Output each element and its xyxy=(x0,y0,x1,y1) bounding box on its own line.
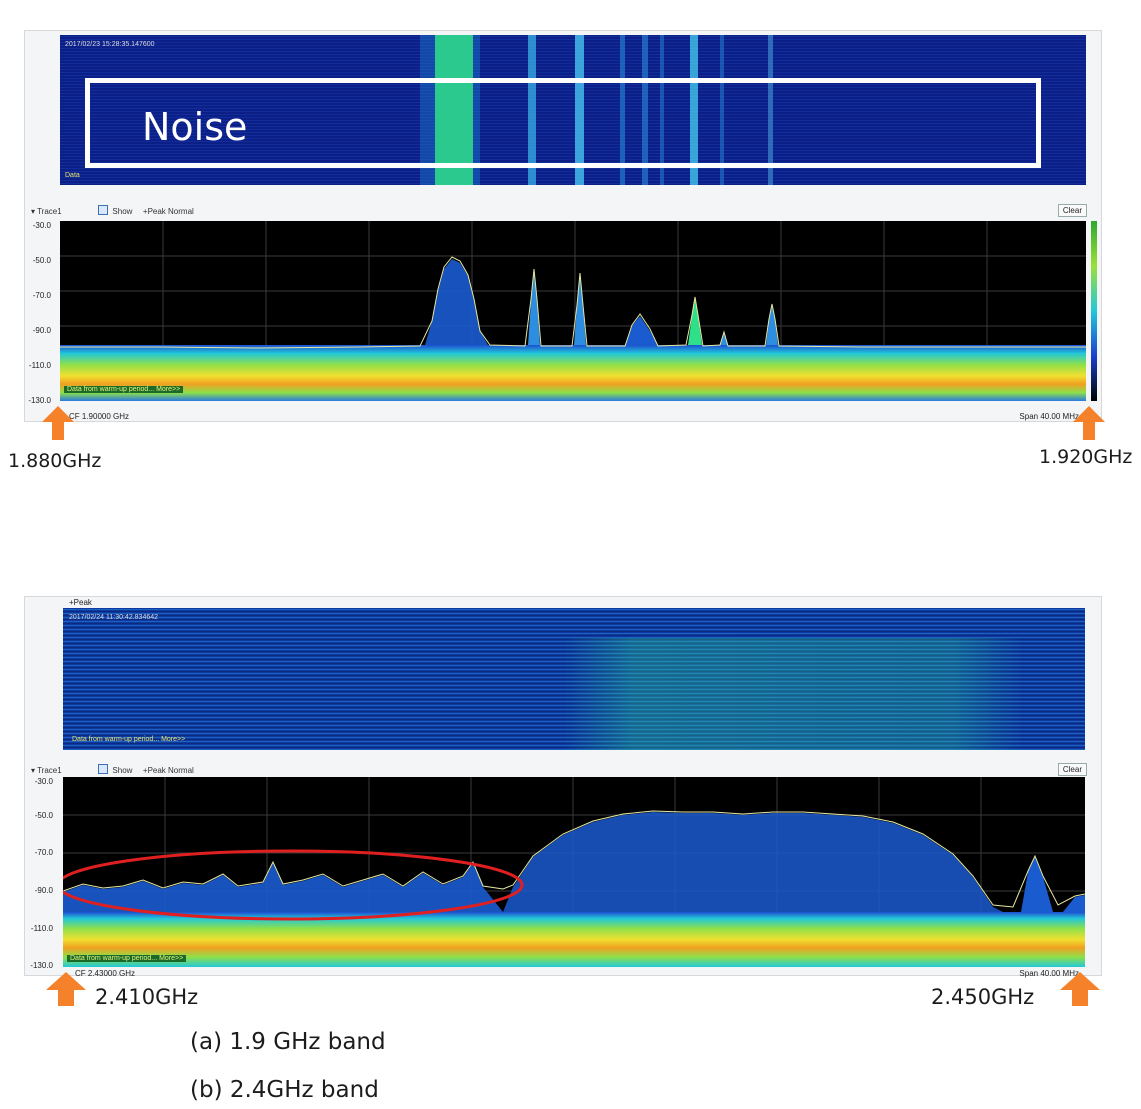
bottom-ytick: -110.0 xyxy=(30,924,53,933)
top-freq-right: 1.920GHz xyxy=(1039,446,1133,468)
top-ytick: -90.0 xyxy=(32,326,51,335)
top-ytick: -50.0 xyxy=(32,256,51,265)
bottom-ytick: -30.0 xyxy=(34,777,53,786)
bottom-analyzer-panel: +Peak 2017/02/24 11:30:42.834642 Data xyxy=(24,596,1102,978)
top-left-arrow-icon xyxy=(42,406,74,440)
bottom-freq-right: 2.450GHz xyxy=(931,985,1035,1009)
top-span-label: Span 40.00 MHz xyxy=(1019,412,1079,421)
top-waterfall-timestamp: 2017/02/23 15:28:35.147600 xyxy=(65,41,155,48)
bottom-peak-label: +Peak xyxy=(69,598,92,607)
noise-highlight-box xyxy=(85,78,1041,168)
top-show-label: Show xyxy=(112,207,133,216)
bottom-left-arrow-icon xyxy=(46,972,86,1006)
bottom-mode-label: +Peak Normal xyxy=(142,766,194,775)
top-right-arrow-icon xyxy=(1073,406,1105,440)
top-show-checkbox[interactable] xyxy=(98,205,109,215)
bottom-ytick: -50.0 xyxy=(34,811,53,820)
bottom-trace-label: Trace1 xyxy=(37,766,62,775)
bottom-waterfall-warmup-note[interactable]: Data from warm-up period... More>> xyxy=(72,736,186,743)
top-ytick: -70.0 xyxy=(32,291,51,300)
bottom-spectrum-graphic xyxy=(56,777,1086,967)
bottom-waterfall-graphic xyxy=(63,608,1085,750)
top-waterfall-data-corner: Data xyxy=(65,172,80,179)
bottom-freq-left: 2.410GHz xyxy=(95,985,199,1009)
top-trace-label: Trace1 xyxy=(37,207,62,216)
top-waterfall: 2017/02/23 15:28:35.147600 Data Noise xyxy=(60,35,1086,185)
bottom-show-checkbox[interactable] xyxy=(98,764,109,774)
top-freq-left: 1.880GHz xyxy=(8,450,102,472)
top-clear-button[interactable]: Clear xyxy=(1057,204,1087,217)
bottom-warmup-note[interactable]: Data from warm-up period... More>> xyxy=(67,955,187,962)
top-warmup-note[interactable]: Data from warm-up period... More>> xyxy=(64,386,184,393)
top-color-scale xyxy=(1091,221,1097,401)
top-trace-bar: ▾ Trace1 Show +Peak Normal xyxy=(31,205,194,216)
bottom-ytick: -70.0 xyxy=(34,848,53,857)
bottom-trace-collapse-icon[interactable]: ▾ xyxy=(31,766,36,775)
bottom-waterfall-timestamp: 2017/02/24 11:30:42.834642 xyxy=(69,614,159,621)
top-trace-collapse-icon[interactable]: ▾ xyxy=(31,207,36,216)
bottom-cf-label: CF 2.43000 GHz xyxy=(75,969,136,978)
bottom-ytick: -90.0 xyxy=(34,886,53,895)
top-mode-label: +Peak Normal xyxy=(142,207,194,216)
top-ytick: -130.0 xyxy=(28,396,51,405)
top-spectrum-graphic xyxy=(60,221,1086,401)
caption-b: (b) 2.4GHz band xyxy=(190,1077,379,1103)
noise-label: Noise xyxy=(142,105,248,149)
bottom-clear-button[interactable]: Clear xyxy=(1057,763,1087,776)
bottom-waterfall: 2017/02/24 11:30:42.834642 Data from war… xyxy=(63,608,1085,750)
bottom-trace-bar: ▾ Trace1 Show +Peak Normal xyxy=(31,764,194,775)
caption-a: (a) 1.9 GHz band xyxy=(190,1029,386,1055)
top-waterfall-graphic xyxy=(60,35,1086,185)
bottom-spectrum-plot: Data from warm-up period... More>> xyxy=(56,777,1086,967)
top-ytick: -110.0 xyxy=(28,361,51,370)
bottom-right-arrow-icon xyxy=(1060,972,1100,1006)
bottom-ytick: -130.0 xyxy=(30,961,53,970)
bottom-show-label: Show xyxy=(112,766,133,775)
top-analyzer-panel: 2017/02/23 15:28:35.147600 Data Noise ▾ … xyxy=(24,30,1102,422)
bottom-span-label: Span 40.00 MHz xyxy=(1019,969,1079,978)
top-cf-label: CF 1.90000 GHz xyxy=(69,412,130,421)
top-spectrum-plot: Data from warm-up period... More>> xyxy=(60,221,1086,401)
top-ytick: -30.0 xyxy=(32,221,51,230)
